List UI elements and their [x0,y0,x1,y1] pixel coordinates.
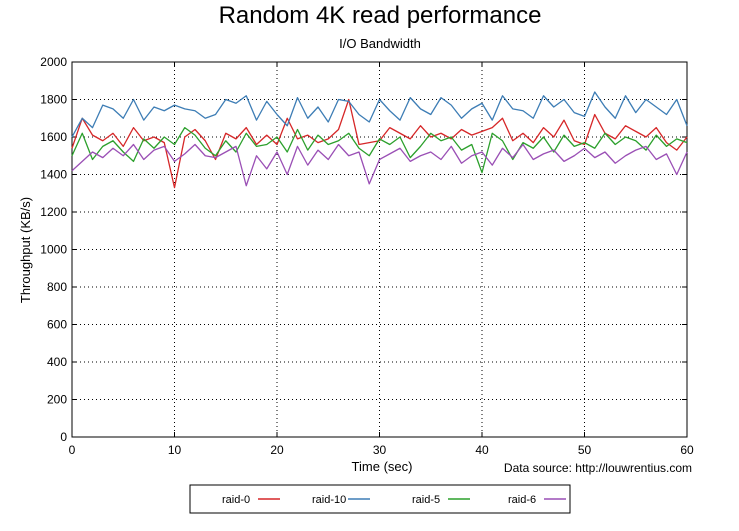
x-tick-label: 50 [578,443,592,457]
x-tick-label: 20 [270,443,284,457]
x-tick-label: 30 [373,443,387,457]
x-axis-ticks: 0 10 20 30 40 50 60 [69,62,694,457]
x-tick-label: 0 [69,443,76,457]
legend-label-raid-10: raid-10 [312,494,346,506]
chart-title: Random 4K read performance [219,2,542,29]
x-axis-label: Time (sec) [352,459,413,474]
x-tick-label: 40 [475,443,489,457]
legend: raid-0 raid-10 raid-5 raid-6 [222,494,566,506]
x-tick-label: 60 [680,443,694,457]
y-axis-label: Throughput (KB/s) [18,197,33,303]
y-tick-label: 1200 [40,205,67,219]
y-tick-label: 1800 [40,93,67,107]
y-tick-label: 200 [47,393,67,407]
y-tick-label: 600 [47,318,67,332]
series-line-raid-5 [71,126,688,174]
y-tick-label: 400 [47,355,67,369]
series-line-raid-6 [71,143,688,187]
grid-lines [72,62,687,437]
legend-label-raid-0: raid-0 [222,494,250,506]
y-axis-ticks: 0 200 400 600 800 1000 1200 1400 1600 1800 2000 [40,55,687,444]
y-tick-label: 800 [47,280,67,294]
legend-label-raid-5: raid-5 [412,494,440,506]
y-tick-label: 1400 [40,168,67,182]
data-source-note: Data source: http://louwrentius.com [504,461,692,475]
series-line-raid-0 [71,98,688,189]
y-tick-label: 1600 [40,130,67,144]
y-tick-label: 1000 [40,243,67,257]
chart-subtitle: I/O Bandwidth [339,36,421,51]
y-tick-label: 2000 [40,55,67,69]
x-tick-label: 10 [168,443,182,457]
legend-label-raid-6: raid-6 [508,494,536,506]
legend-box [189,484,571,514]
series-lines [71,91,688,189]
y-tick-label: 0 [60,430,67,444]
series-line-raid-10 [71,91,688,138]
